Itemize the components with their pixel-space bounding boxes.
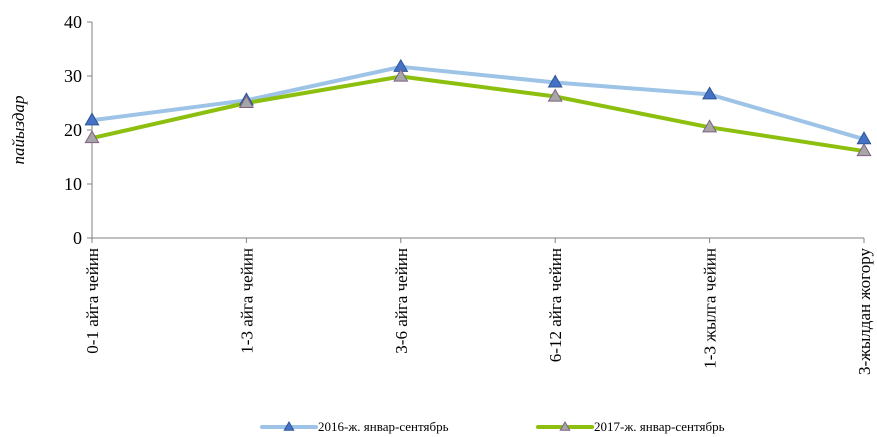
legend-label-1: 2016-ж. январ-сентябрь (318, 419, 449, 434)
series-line-1 (90, 64, 866, 142)
x-axis: 0-1 айга чейин 1-3 айга чейин 3-6 айга чей… (83, 237, 874, 376)
x-category-label: 6-12 айга чейин (546, 248, 565, 362)
series-2-point (702, 119, 718, 133)
legend-label-2: 2017-ж. январ-сентябрь (594, 419, 725, 434)
x-category-label: 1-3 айга чейин (237, 248, 256, 354)
y-tick-label: 30 (64, 66, 82, 86)
series-2-point (238, 94, 254, 109)
series-2-point (547, 88, 563, 102)
x-category-label: 1-3 жылга чейин (701, 248, 720, 369)
series-layer (84, 58, 872, 157)
series-2-point (84, 130, 100, 144)
x-category-label: 0-1 айга чейин (83, 248, 102, 354)
legend-marker-2 (559, 420, 571, 431)
series-1-point (547, 74, 563, 88)
series-2-point (393, 68, 409, 82)
series-1-point (702, 86, 718, 100)
y-tick-label: 10 (64, 174, 82, 194)
legend: 2016-ж. январ-сентябрь 2017-ж. январ-сент… (260, 419, 725, 434)
y-tick-label: 40 (64, 12, 82, 32)
y-axis-label: пайыздар (9, 95, 28, 164)
x-category-label: 3-6 айга чейин (392, 248, 411, 354)
series-1-point (84, 112, 100, 126)
y-tick-label: 0 (73, 228, 82, 248)
x-category-label: 3-жылдан жогору (855, 248, 874, 376)
series-2-point (856, 143, 872, 157)
legend-marker-1 (283, 420, 295, 431)
y-axis: 0 10 20 30 40 (64, 12, 93, 248)
series-line-2 (90, 74, 866, 154)
y-tick-label: 20 (64, 120, 82, 140)
